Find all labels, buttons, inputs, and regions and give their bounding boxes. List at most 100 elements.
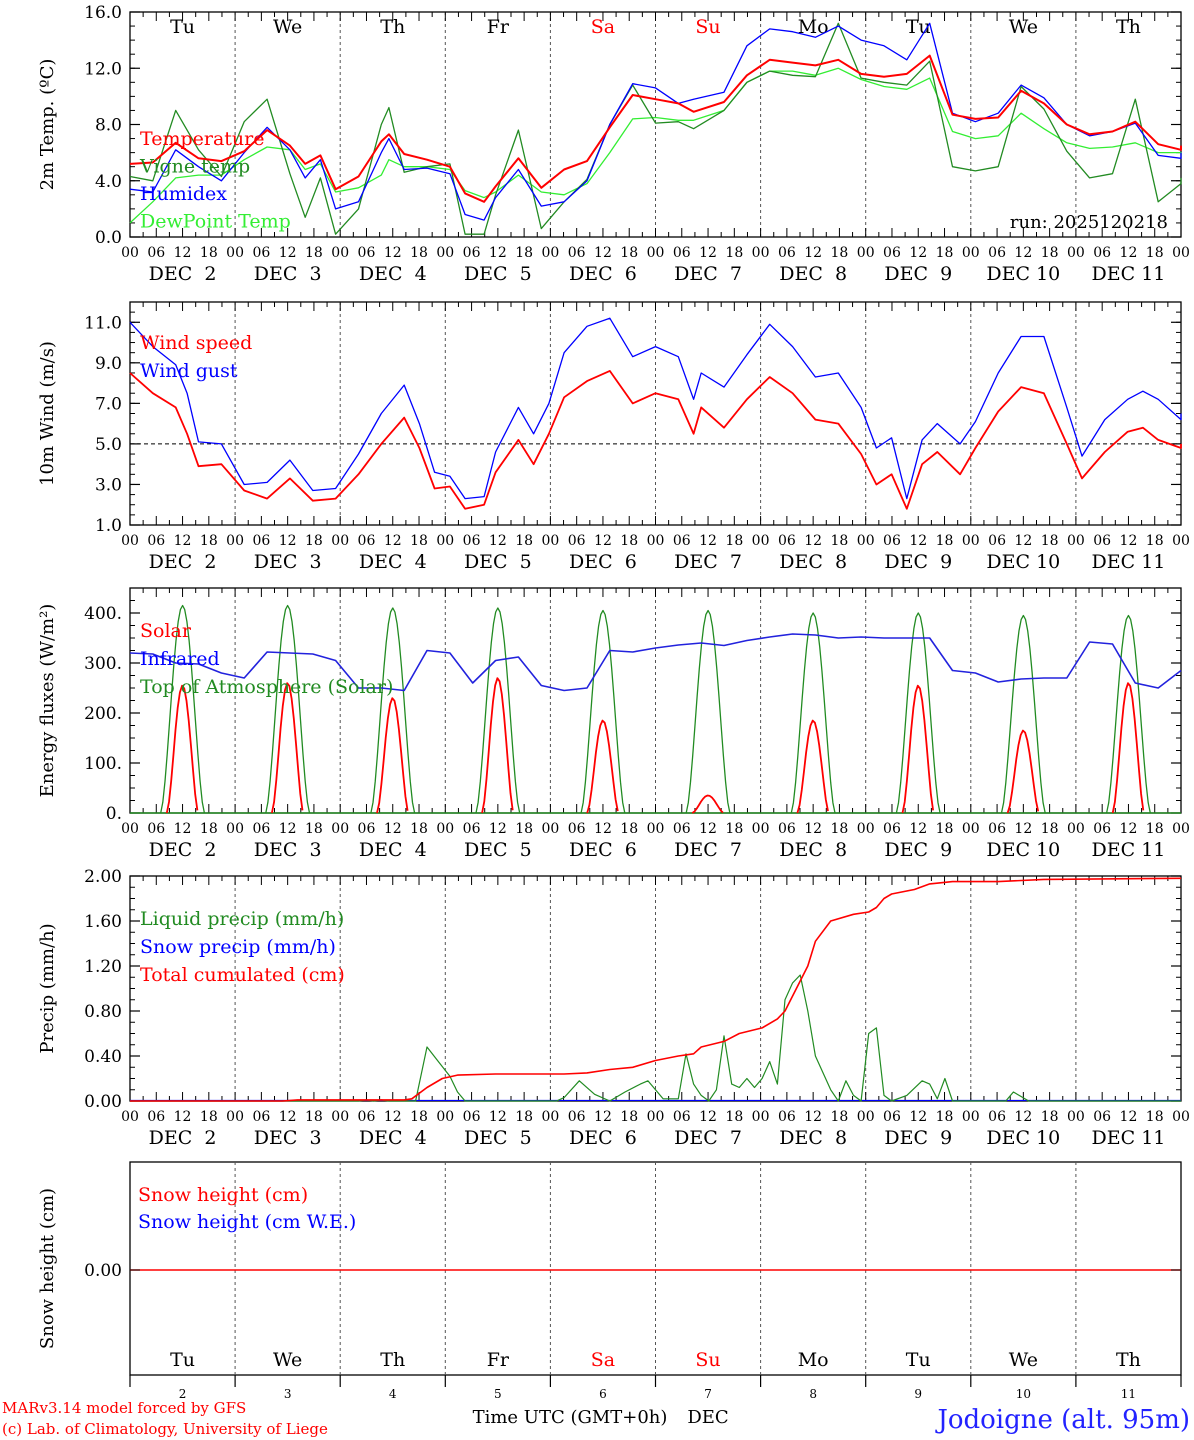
wind-hour-label: 06: [988, 533, 1006, 549]
day-number-label: 7: [704, 1387, 712, 1401]
temp-hour-label: 12: [279, 245, 297, 261]
day-number-label: 4: [389, 1387, 397, 1401]
wind-hour-label: 06: [1093, 533, 1111, 549]
temp-hour-label: 06: [988, 245, 1006, 261]
energy-hour-label: 00: [1067, 821, 1085, 837]
energy-hour-label: 18: [620, 821, 638, 837]
temp-hour-label: 00: [752, 245, 770, 261]
precip-hour-label: 00: [226, 1109, 244, 1125]
precip-hour-label: 06: [358, 1109, 376, 1125]
weekday-label: Th: [1116, 16, 1141, 38]
precip-legend-0: Liquid precip (mm/h): [140, 908, 344, 930]
wind-date-label: DEC 10: [986, 551, 1060, 573]
precip-hour-label: 18: [305, 1109, 323, 1125]
snow-weekday-label: Tu: [170, 1349, 195, 1371]
wind-hour-label: 12: [699, 533, 717, 549]
temp-y-tick-label: 8.0: [95, 116, 122, 136]
wind-hour-label: 00: [752, 533, 770, 549]
energy-date-label: DEC 9: [884, 839, 952, 861]
wind-date-label: DEC 7: [674, 551, 742, 573]
snow-weekday-label: We: [273, 1349, 302, 1371]
wind-y-tick-label: 7.0: [95, 394, 122, 414]
temp-date-label: DEC 7: [674, 263, 742, 285]
temp-hour-label: 12: [1120, 245, 1138, 261]
temp-hour-label: 18: [1146, 245, 1164, 261]
day-number-label: 11: [1121, 1387, 1136, 1401]
snow-panel: 0.00 Snow height (cm) Snow height (cm) Snow…: [37, 1161, 1182, 1401]
precip-hour-label: 00: [1067, 1109, 1085, 1125]
snow-weekday-label: Th: [1116, 1349, 1141, 1371]
precip-hour-label: 06: [147, 1109, 165, 1125]
temp-legend-2: Humidex: [140, 183, 227, 205]
energy-hour-label: 18: [725, 821, 743, 837]
wind-hour-label: 18: [1041, 533, 1059, 549]
precip-hour-label: 00: [541, 1109, 559, 1125]
wind-hour-label: 06: [463, 533, 481, 549]
energy-hour-label: 06: [778, 821, 796, 837]
precip-y-tick-label: 1.60: [84, 912, 122, 932]
precip-date-label: DEC 9: [884, 1127, 952, 1149]
wind-legend-1: Wind gust: [140, 360, 238, 382]
energy-hour-label: 00: [436, 821, 454, 837]
energy-y-tick-label: 200.: [84, 704, 122, 724]
lab-credit: (c) Lab. of Climatology, University of L…: [2, 1420, 328, 1438]
temp-hour-label: 18: [725, 245, 743, 261]
wind-date-label: DEC 9: [884, 551, 952, 573]
wind-date-label: DEC 5: [464, 551, 532, 573]
wind-hour-label: 00: [962, 533, 980, 549]
energy-hour-label: 00: [962, 821, 980, 837]
temp-date-label: DEC 3: [254, 263, 322, 285]
temp-hour-label: 12: [909, 245, 927, 261]
energy-hour-label: 12: [384, 821, 402, 837]
energy-hour-label: 12: [489, 821, 507, 837]
temp-hour-label: 12: [594, 245, 612, 261]
wind-hour-label: 18: [200, 533, 218, 549]
energy-date-label: DEC 10: [986, 839, 1060, 861]
wind-hour-label: 00: [436, 533, 454, 549]
wind-y-tick-label: 11.0: [84, 313, 122, 333]
precip-hour-label: 18: [620, 1109, 638, 1125]
precip-date-label: DEC 10: [986, 1127, 1060, 1149]
wind-date-label: DEC 8: [779, 551, 847, 573]
wind-hour-label: 06: [568, 533, 586, 549]
precip-y-tick-label: 0.00: [84, 1092, 122, 1112]
energy-date-label: DEC 6: [569, 839, 637, 861]
temp-hour-label: 18: [200, 245, 218, 261]
precip-hour-label: 18: [936, 1109, 954, 1125]
energy-hour-label: 06: [252, 821, 270, 837]
temp-hour-label: 12: [1014, 245, 1032, 261]
run-label: run: 2025120218: [1010, 212, 1168, 233]
precip-y-tick-label: 2.00: [84, 867, 122, 887]
weekday-label: We: [273, 16, 302, 38]
series-vigne-temp: [129, 22, 1182, 235]
temp-hour-label: 18: [620, 245, 638, 261]
temp-legend-1: Vigne temp: [139, 156, 250, 178]
weekday-label: Su: [695, 16, 720, 38]
precip-hour-label: 18: [410, 1109, 428, 1125]
energy-hour-label: 18: [515, 821, 533, 837]
temp-date-label: DEC 11: [1092, 263, 1166, 285]
day-number-label: 5: [494, 1387, 502, 1401]
weekday-label: Tu: [170, 16, 195, 38]
temp-hour-label: 12: [174, 245, 192, 261]
day-number-label: 3: [284, 1387, 292, 1401]
series-dewpoint-temp: [129, 67, 1182, 224]
series-wind-speed: [129, 370, 1182, 510]
series-humidex: [129, 22, 1182, 221]
energy-hour-label: 06: [568, 821, 586, 837]
temp-hour-label: 00: [962, 245, 980, 261]
wind-hour-label: 18: [515, 533, 533, 549]
precip-hour-label: 06: [252, 1109, 270, 1125]
energy-hour-label: 12: [1120, 821, 1138, 837]
temp-hour-label: 06: [673, 245, 691, 261]
wind-date-label: DEC 3: [254, 551, 322, 573]
precip-hour-label: 12: [384, 1109, 402, 1125]
precip-hour-label: 00: [857, 1109, 875, 1125]
precip-hour-label: 12: [1014, 1109, 1032, 1125]
temp-date-label: DEC 8: [779, 263, 847, 285]
energy-date-label: DEC 2: [149, 839, 217, 861]
energy-hour-label: 12: [699, 821, 717, 837]
day-number-label: 9: [914, 1387, 922, 1401]
wind-y-tick-label: 1.0: [95, 516, 122, 536]
